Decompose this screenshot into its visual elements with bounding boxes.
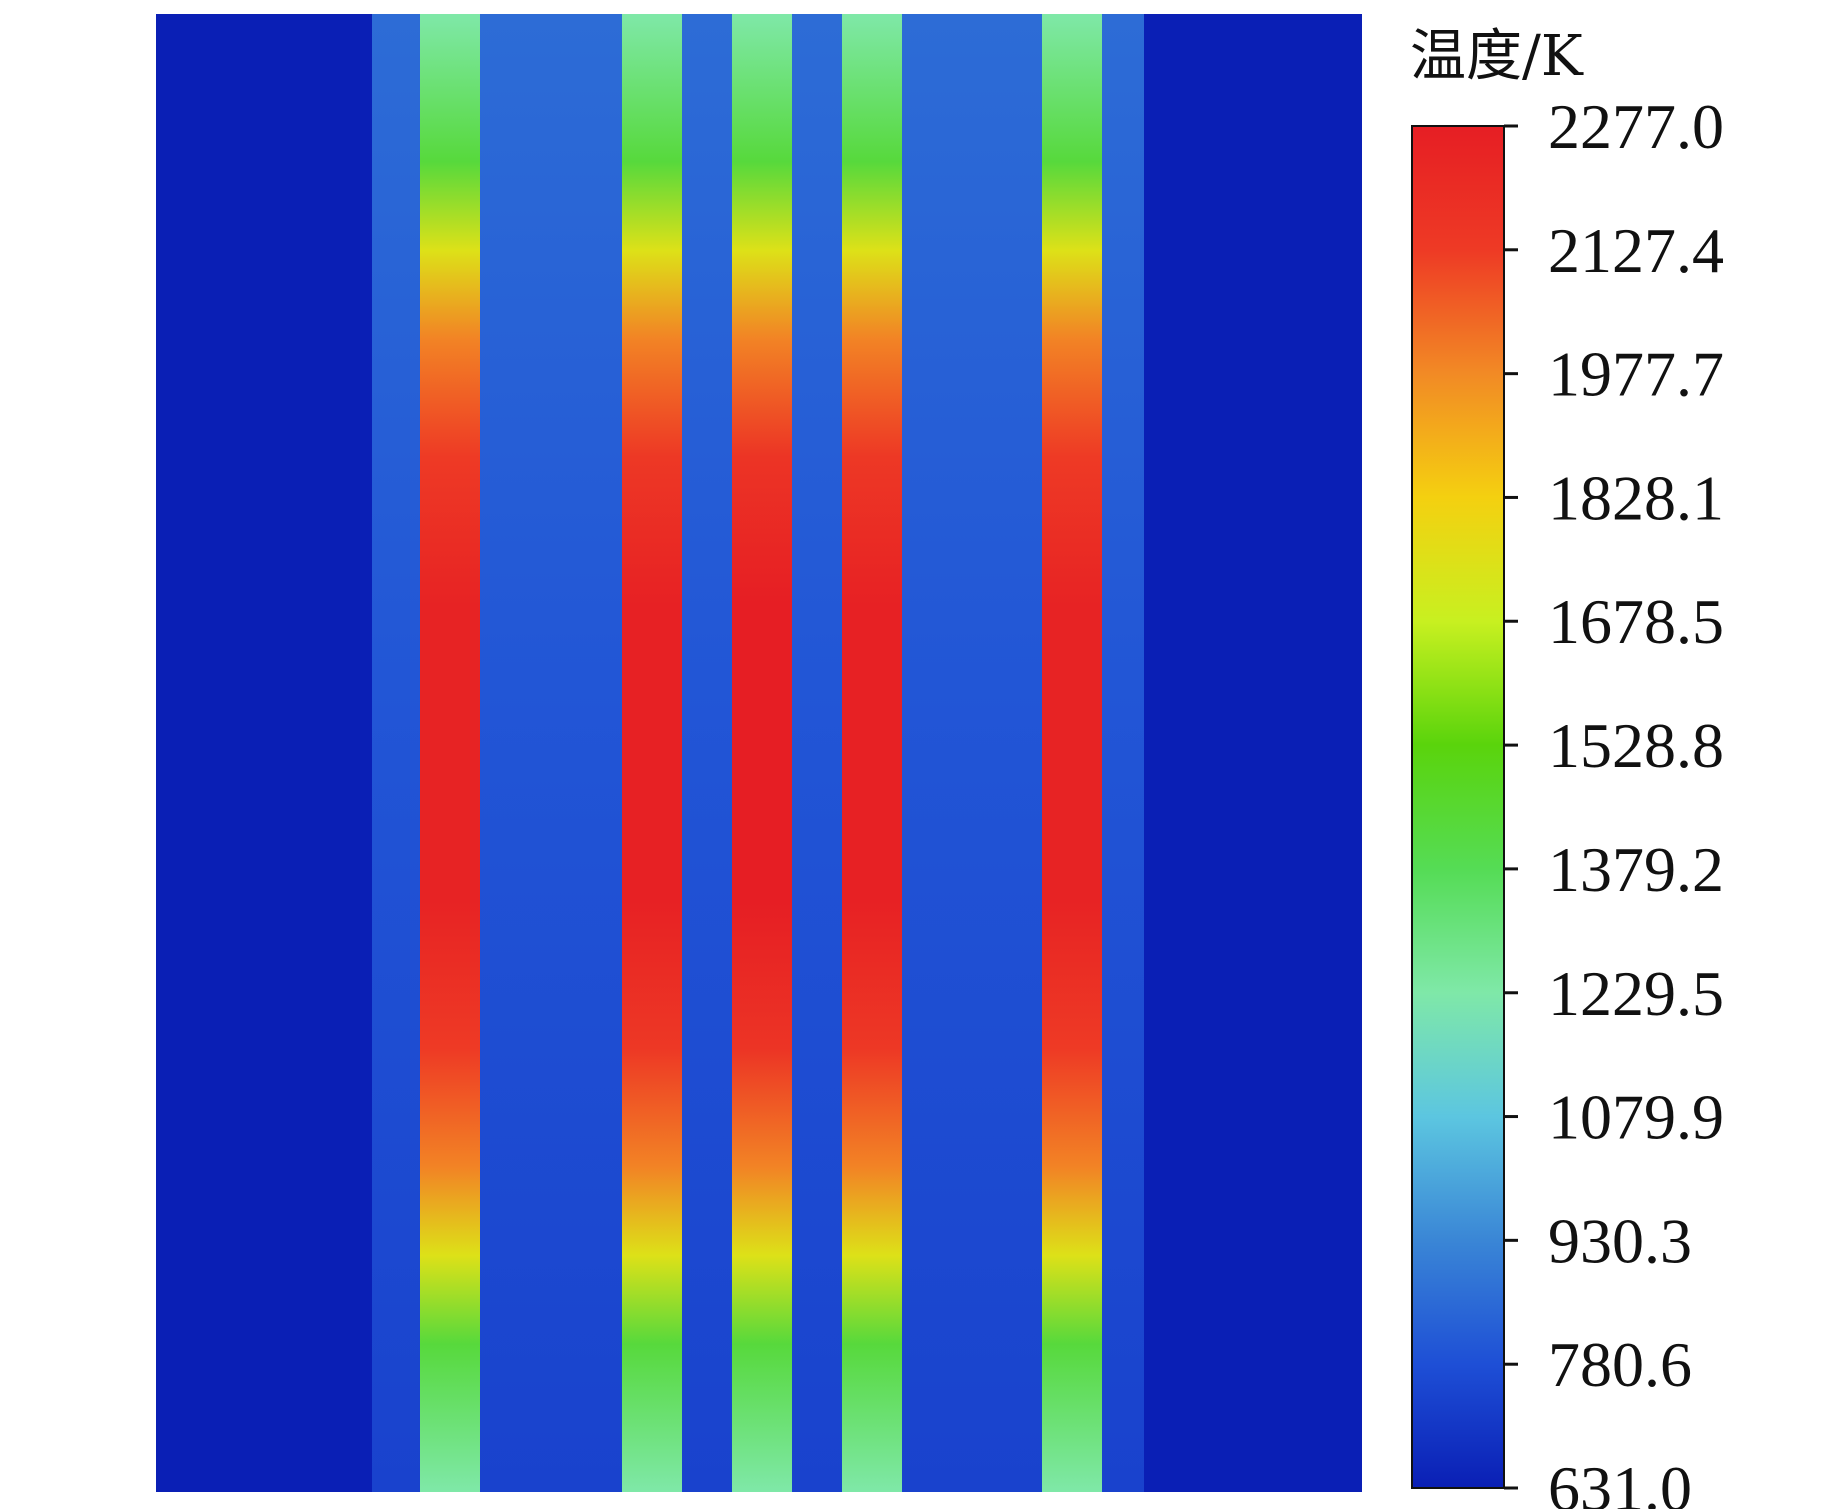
colorbar: 2277.0 2127.4 1977.7 1828.1 1678.5 1528.8 1379… <box>1411 91 1724 1509</box>
fuel-channel-2 <box>622 14 682 1492</box>
colorbar-tick-label: 2127.4 <box>1548 215 1724 286</box>
colorbar-tick-label: 1828.1 <box>1548 462 1724 533</box>
fuel-channel-5 <box>1042 14 1102 1492</box>
colorbar-tick-label: 930.3 <box>1548 1205 1692 1276</box>
fuel-channel-3 <box>732 14 792 1492</box>
colorbar-tick-label: 1079.9 <box>1548 1082 1724 1153</box>
contour-plot-area <box>156 14 1362 1492</box>
colorbar-tick-label: 1379.2 <box>1548 834 1724 905</box>
colorbar-title: 温度/K <box>1410 24 1584 89</box>
colorbar-tick-label: 631.0 <box>1548 1453 1692 1509</box>
colorbar-tick-label: 1229.5 <box>1548 958 1724 1029</box>
colorbar-tick-label: 2277.0 <box>1548 91 1724 162</box>
fuel-channel-1 <box>420 14 480 1492</box>
colorbar-tick-label: 1977.7 <box>1548 339 1724 410</box>
colorbar-tick-label: 1678.5 <box>1548 586 1724 657</box>
colorbar-tick-label: 780.6 <box>1548 1329 1692 1400</box>
fuel-channel-4 <box>842 14 902 1492</box>
colorbar-gradient <box>1411 125 1505 1489</box>
colorbar-tick-label: 1528.8 <box>1548 710 1724 781</box>
